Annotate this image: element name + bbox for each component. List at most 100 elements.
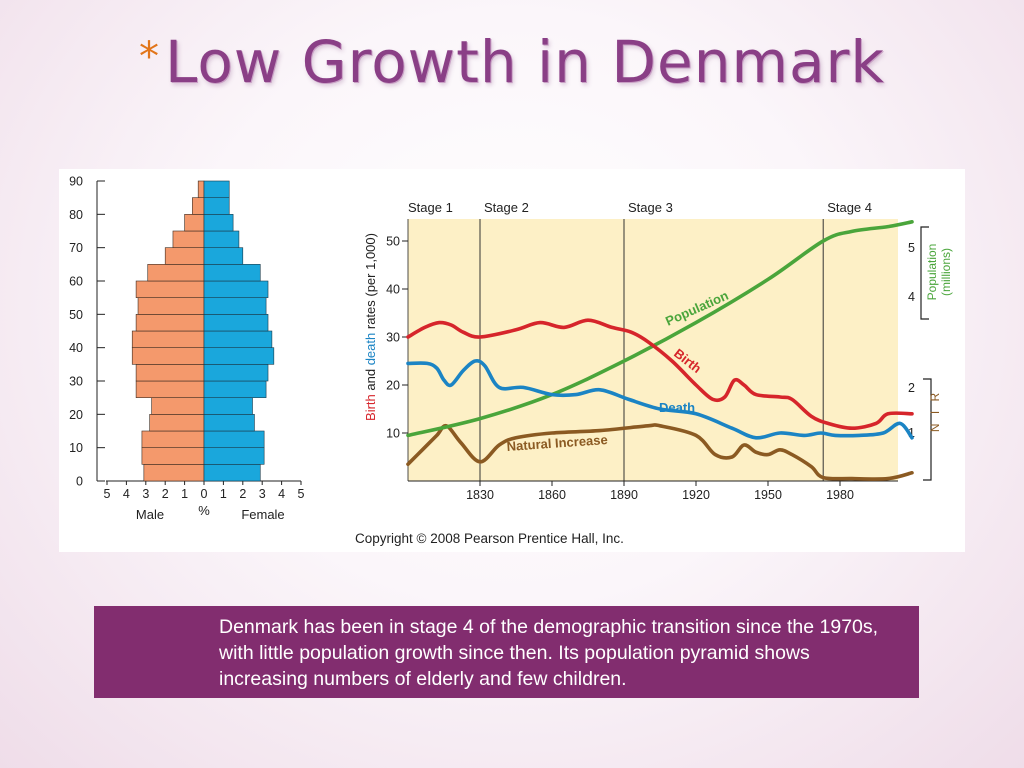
pyramid-bar-female — [203, 447, 265, 465]
pyramid-bar-male — [143, 464, 205, 482]
transition-y-tick-label: 30 — [386, 331, 400, 345]
nir-tick-label: 1 — [908, 426, 915, 440]
title-text: Low Growth in Denmark — [165, 28, 885, 96]
pyramid-bar-female — [203, 214, 234, 232]
population-axis-label-1: Population — [925, 244, 939, 301]
caption-box: Denmark has been in stage 4 of the demog… — [94, 606, 919, 698]
birth-line — [406, 318, 914, 430]
pyramid-bar-female — [203, 297, 267, 315]
population-tick-label: 4 — [908, 290, 915, 304]
stage-label: Stage 1 — [408, 200, 453, 215]
slide-title: * Low Growth in Denmark — [0, 28, 1024, 108]
pyramid-bar-male — [164, 247, 205, 265]
pyramid-y-tick-label: 0 — [76, 475, 83, 489]
transition-y-tick-label: 20 — [386, 379, 400, 393]
pyramid-bar-male — [172, 230, 205, 248]
transition-x-tick-label: 1980 — [826, 488, 854, 502]
transition-y-tick-label: 50 — [386, 235, 400, 249]
pyramid-y-tick-label: 10 — [69, 441, 83, 455]
pyramid-bar-female — [203, 280, 269, 298]
natural-increase-line — [406, 423, 914, 481]
transition-y-tick-label: 40 — [386, 283, 400, 297]
nir-tick-label: 2 — [908, 381, 915, 395]
pyramid-bar-female — [203, 264, 261, 282]
stage-labels: Stage 1 Stage 2 Stage 3 Stage 4 — [408, 200, 872, 215]
death-line — [406, 358, 914, 440]
pyramid-y-tick-label: 40 — [69, 341, 83, 355]
pyramid-bar-female — [203, 414, 255, 432]
pyramid-bar-male — [131, 347, 205, 365]
transition-x-tick-label: 1920 — [682, 488, 710, 502]
pyramid-female-label: Female — [241, 507, 284, 522]
pyramid-bar-female — [203, 464, 261, 482]
population-axis-label-2: (millions) — [939, 248, 953, 296]
pyramid-bar-male — [131, 330, 205, 348]
plot-area-background — [408, 219, 898, 481]
pyramid-x-tick-label: 5 — [298, 487, 305, 501]
pyramid-bar-male — [137, 297, 205, 315]
transition-y-tick-label: 10 — [386, 427, 400, 441]
pyramid-y-tick-label: 60 — [69, 275, 83, 289]
pyramid-bar-female — [203, 230, 240, 248]
stage-label: Stage 2 — [484, 200, 529, 215]
ylabel-rest: rates (per 1,000) — [363, 233, 378, 333]
population-tick-label: 5 — [908, 241, 915, 255]
nir-axis-label: N I R — [928, 390, 942, 432]
pyramid-x-tick-label: 2 — [239, 487, 246, 501]
transition-x-ticks: 1830 1860 1890 1920 1950 1980 — [466, 481, 854, 502]
pyramid-bar-male — [149, 414, 205, 432]
pyramid-x-tick-label: 2 — [162, 487, 169, 501]
pyramid-bar-male — [141, 447, 205, 465]
stage-label: Stage 3 — [628, 200, 673, 215]
ylabel: Birth and death rates (per 1,000) — [363, 233, 378, 421]
demographic-transition-chart: Stage 1 Stage 2 Stage 3 Stage 4 1830 1860 189… — [363, 200, 953, 502]
pyramid-x-tick-label: 3 — [259, 487, 266, 501]
pyramid-x-tick-label: 5 — [104, 487, 111, 501]
transition-x-tick-label: 1860 — [538, 488, 566, 502]
natural-increase-annotation: Natural Increase — [506, 432, 608, 454]
pyramid-bar-female — [203, 247, 244, 265]
pyramid-y-tick-label: 70 — [69, 241, 83, 255]
transition-right-axes: 4 5 1 2 — [908, 226, 932, 481]
pyramid-bar-female — [203, 314, 269, 332]
copyright-text: Copyright © 2008 Pearson Prentice Hall, … — [355, 531, 624, 546]
ylabel-and: and — [363, 365, 378, 394]
pyramid-y-ticks: 0 10 20 30 40 50 60 70 80 90 — [69, 175, 105, 489]
nir-axis-bracket — [923, 378, 932, 481]
transition-series — [406, 220, 914, 481]
pyramid-bar-male — [135, 280, 205, 298]
pyramid-x-tick-label: 3 — [142, 487, 149, 501]
pyramid-bar-male — [147, 264, 205, 282]
pyramid-x-tick-label: 4 — [278, 487, 285, 501]
pyramid-bar-male — [141, 430, 205, 448]
pyramid-bar-female — [203, 397, 253, 415]
pyramid-bar-female — [203, 330, 273, 348]
ylabel-birth: Birth — [363, 394, 378, 421]
pyramid-bar-male — [135, 380, 205, 398]
pyramid-y-tick-label: 90 — [69, 175, 83, 189]
pyramid-bar-male — [135, 364, 205, 382]
pyramid-male-label: Male — [136, 507, 164, 522]
pyramid-bar-female — [203, 380, 267, 398]
pyramid-bar-female — [203, 430, 265, 448]
pyramid-y-tick-label: 20 — [69, 408, 83, 422]
transition-x-tick-label: 1830 — [466, 488, 494, 502]
pyramid-bar-male — [151, 397, 205, 415]
pyramid-bar-male — [135, 314, 205, 332]
pyramid-y-tick-label: 80 — [69, 208, 83, 222]
transition-x-tick-label: 1950 — [754, 488, 782, 502]
pyramid-x-tick-label: 0 — [201, 487, 208, 501]
transition-y-ticks: 10 20 30 40 50 — [386, 235, 408, 441]
pyramid-bar-male — [192, 197, 205, 215]
transition-x-tick-label: 1890 — [610, 488, 638, 502]
population-axis-bracket — [920, 226, 929, 320]
pyramid-y-tick-label: 50 — [69, 308, 83, 322]
pyramid-bars — [131, 180, 275, 482]
pyramid-x-tick-label: 1 — [181, 487, 188, 501]
pyramid-bar-female — [203, 347, 275, 365]
stage-dividers — [479, 219, 824, 481]
pyramid-bar-male — [184, 214, 205, 232]
